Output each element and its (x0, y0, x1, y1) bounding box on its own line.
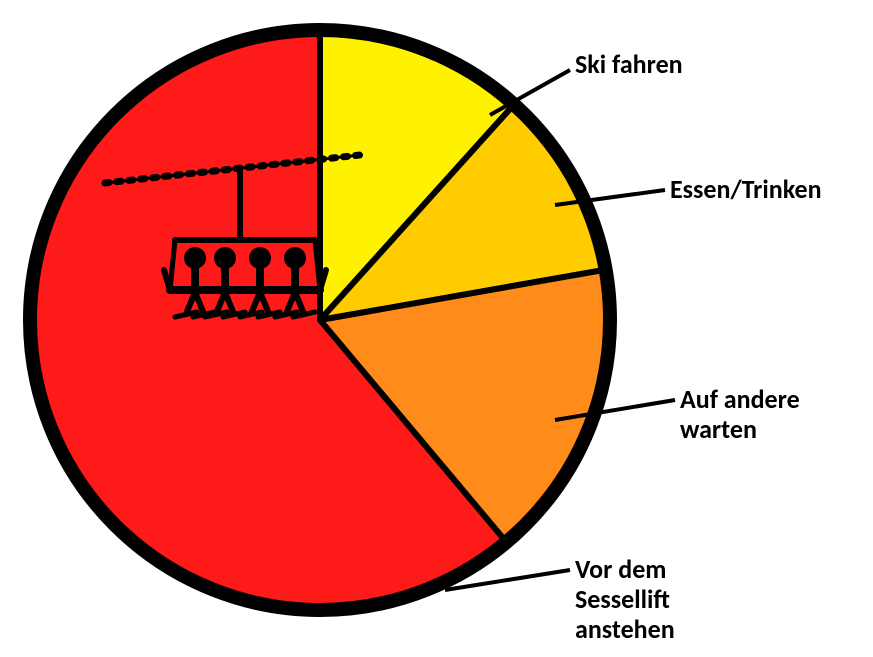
slice-label: Essen/Trinken (670, 175, 822, 205)
pie-chart-svg (0, 0, 873, 657)
slice-label: Auf andere warten (680, 385, 800, 445)
slice-label: Ski fahren (575, 50, 683, 80)
pie-chart-container: Ski fahren Essen/Trinken Auf andere warten… (0, 0, 873, 657)
slice-label: Vor dem Sessellift anstehen (575, 555, 675, 645)
